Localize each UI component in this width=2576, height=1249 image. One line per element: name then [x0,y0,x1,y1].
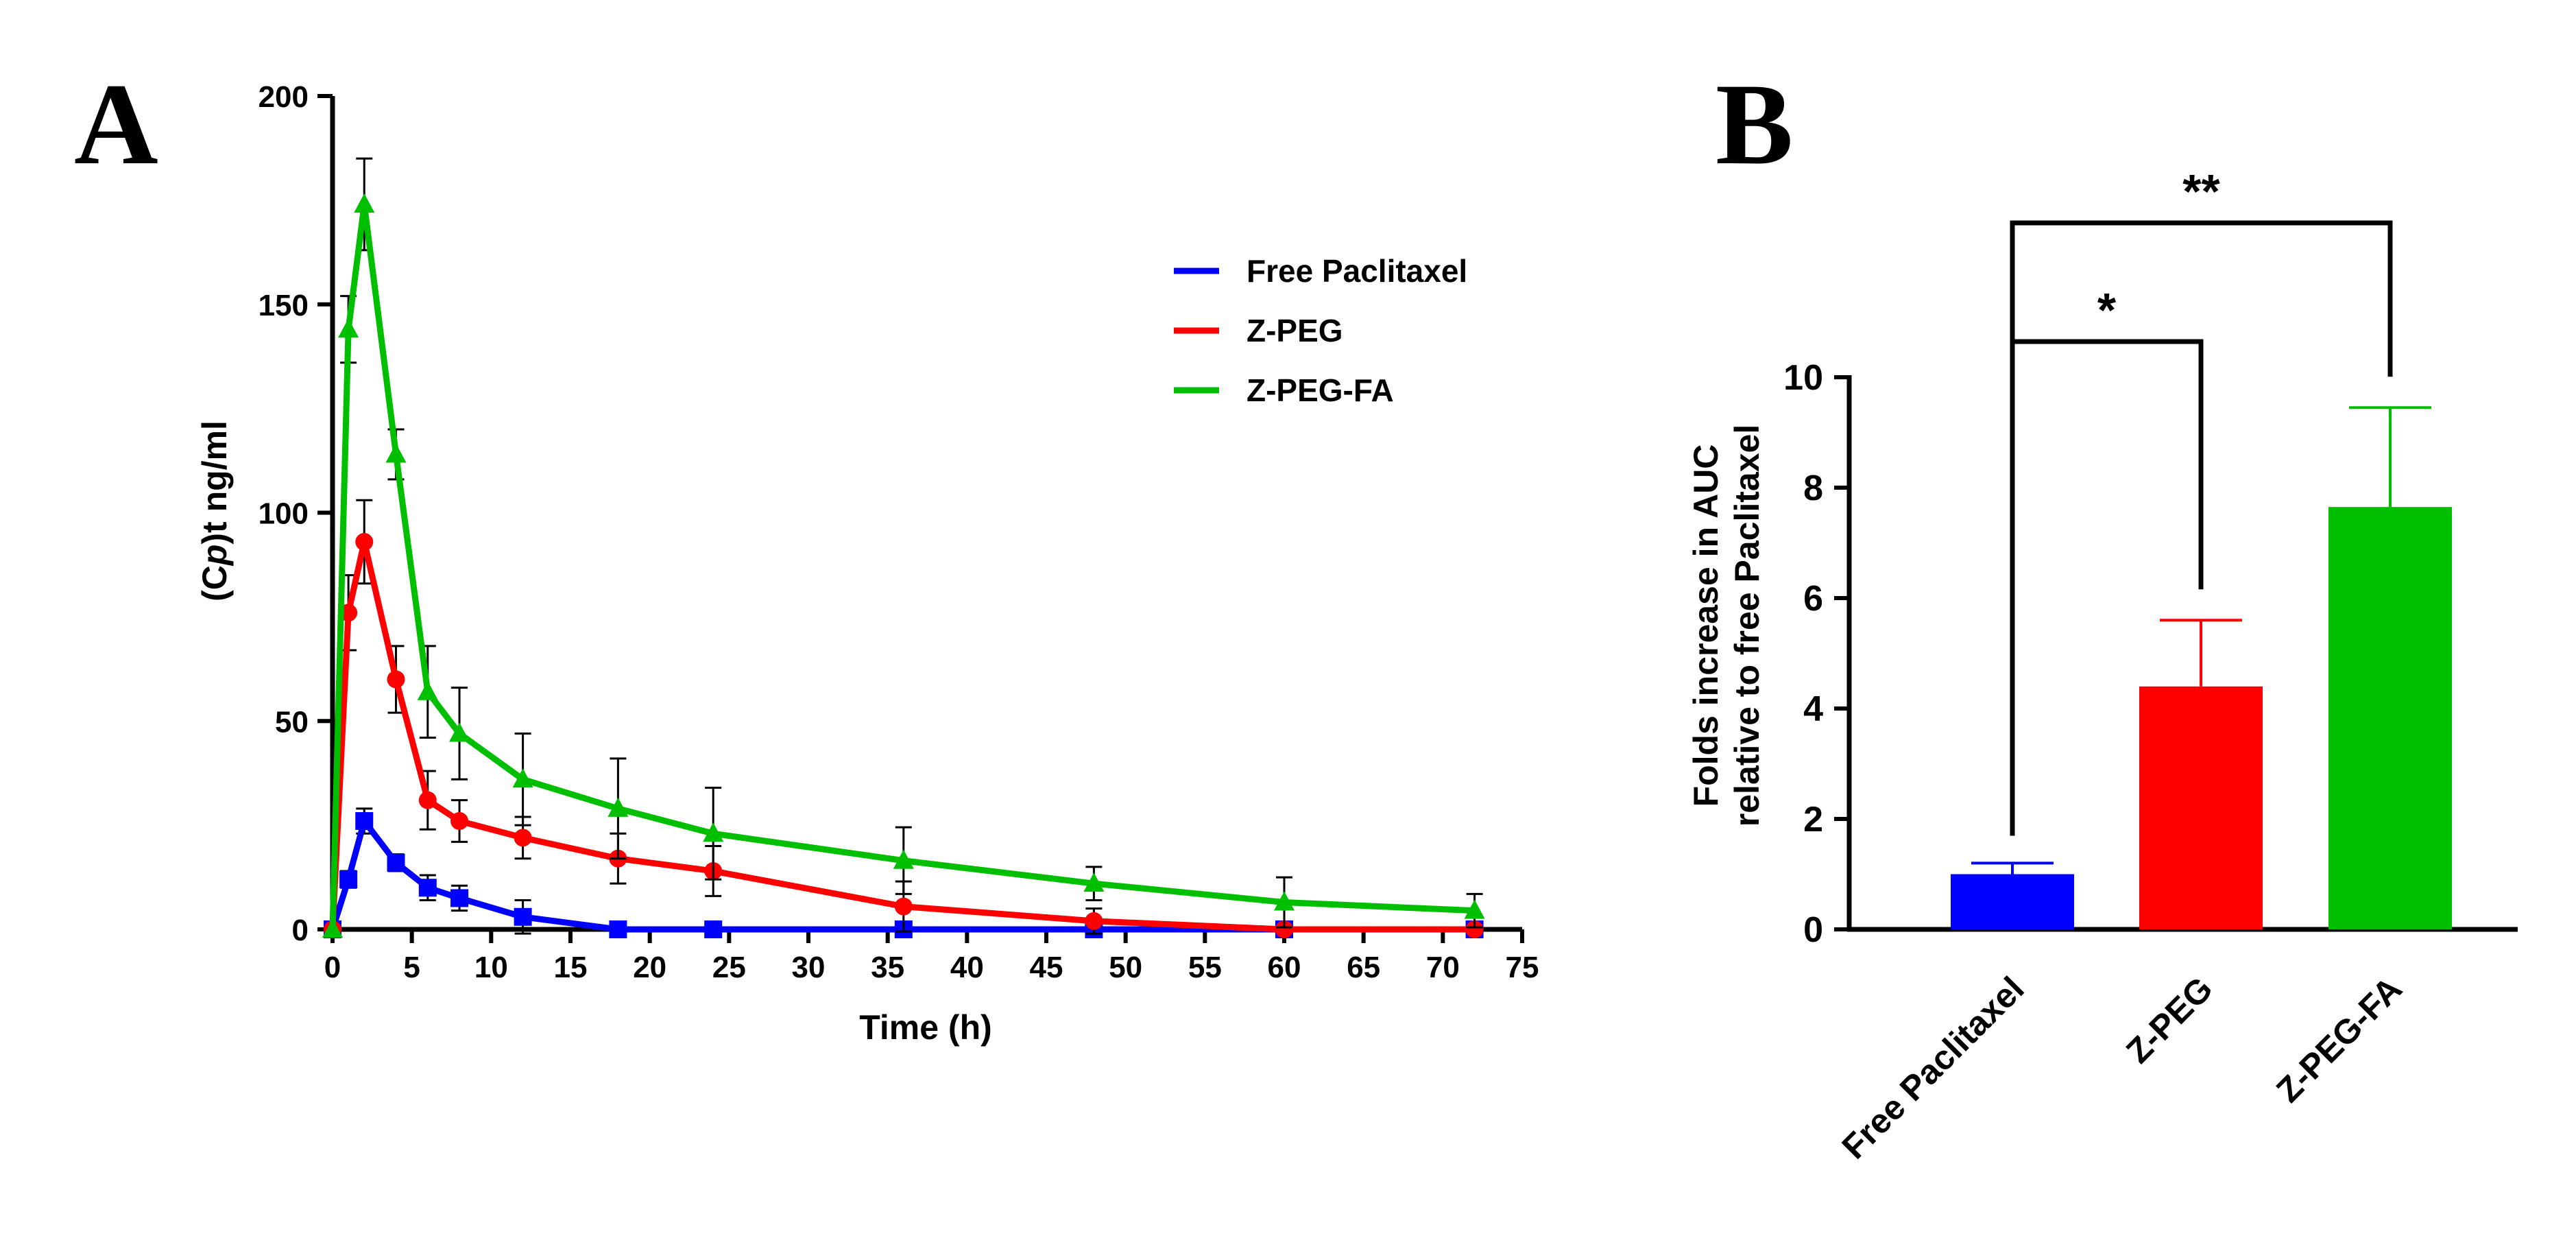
z-peg-fa-marker [385,443,407,463]
z-peg-marker [387,670,405,689]
series-z-peg-fa [322,157,1485,938]
free-paclitaxel-marker [609,920,627,938]
line-chart-ticks: 0 5 10 15 20 25 30 35 40 45 50 55 60 65 70 75 0 50 100 150 2… [258,80,1539,984]
x-tick-label: 35 [871,951,904,984]
bar-y-tick-label: 2 [1803,800,1823,840]
free-paclitaxel-marker [355,812,374,831]
bar-y-axis-title-line2: relative to free Paclitaxel [1728,425,1766,826]
panel-a-letter: A [74,60,158,189]
bar-chart-ticks: 0 2 4 6 8 10 [1783,358,1849,950]
line-chart-legend: Free Paclitaxel Z-PEG Z-PEG-FA [1174,253,1467,408]
z-peg-fa-marker [1464,899,1485,919]
y-axis-title-post: )t ng/ml [195,420,234,545]
bar-y-tick-label: 0 [1803,910,1823,950]
z-peg-fa-marker [338,318,359,338]
free-paclitaxel-marker [339,870,358,889]
z-peg-fa-marker [322,918,343,938]
x-tick-label: 65 [1347,951,1380,984]
x-tick-label: 0 [324,951,341,984]
y-tick-label: 100 [258,497,309,531]
bar-y-tick-label: 6 [1803,579,1823,619]
z-peg-marker [418,791,437,809]
z-peg-marker [514,829,532,847]
y-tick-label: 150 [258,289,309,322]
x-tick-label: 55 [1188,951,1222,984]
bar-free-paclitaxel [1951,874,2074,929]
x-tick-label: 75 [1506,951,1539,984]
z-peg-marker [355,533,374,551]
y-axis-title-italic: p [195,545,234,567]
bar-y-axis-title-line1: Folds increase in AUC [1687,444,1725,807]
x-tick-label: 70 [1426,951,1460,984]
bar-z-peg-fa [2328,507,2452,929]
z-peg-marker [1465,920,1484,938]
category-label-z-peg-fa: Z-PEG-FA [2269,969,2409,1110]
line-chart-panel-a: 0 5 10 15 20 25 30 35 40 45 50 55 60 65 70 75 0 50 100 150 2… [195,80,1539,1047]
bar-chart-bars [1951,406,2452,929]
bar-z-peg [2139,686,2263,929]
z-peg-marker [894,897,913,916]
x-tick-label: 60 [1268,951,1301,984]
legend-label-free-paclitaxel: Free Paclitaxel [1247,253,1467,289]
bar-y-tick-label: 10 [1783,358,1823,398]
x-tick-label: 50 [1109,951,1142,984]
x-tick-label: 45 [1030,951,1063,984]
bar-chart-category-labels: Free Paclitaxel Z-PEG Z-PEG-FA [1835,969,2409,1166]
free-paclitaxel-marker [450,889,469,907]
line-chart-axes [330,96,1522,932]
x-tick-label: 40 [950,951,984,984]
bar-y-tick-label: 8 [1803,468,1823,508]
x-tick-label: 15 [554,951,588,984]
z-peg-fa-marker [449,722,470,742]
free-paclitaxel-marker [387,853,405,872]
y-axis-title-pre: (C [195,565,234,602]
z-peg-fa-marker [703,822,724,842]
x-tick-label: 30 [792,951,826,984]
y-axis-title: (Cp)t ng/ml [195,420,234,602]
z-peg-fa-marker [607,797,629,817]
category-label-z-peg: Z-PEG [2119,969,2220,1071]
x-tick-label: 20 [633,951,666,984]
z-peg-fa-marker [417,680,438,700]
z-peg-fa-marker [1083,872,1105,892]
x-tick-label: 5 [403,951,420,984]
z-peg-marker [1085,912,1103,930]
y-tick-label: 0 [292,914,309,947]
significance-label: * [2097,283,2117,337]
x-tick-label: 25 [712,951,746,984]
z-peg-fa-marker [893,849,914,869]
z-peg-fa-marker [354,193,375,213]
free-paclitaxel-marker [704,920,723,938]
category-label-free-paclitaxel: Free Paclitaxel [1835,969,2032,1166]
line-chart-series [322,157,1485,938]
legend-label-z-peg: Z-PEG [1247,313,1343,348]
series-z-peg [324,499,1484,938]
y-tick-label: 200 [258,80,309,114]
significance-bracket [2010,220,2393,836]
x-tick-label: 10 [474,951,508,984]
free-paclitaxel-marker [514,907,532,926]
panel-b-letter: B [1716,60,1793,189]
x-axis-title: Time (h) [859,1008,992,1047]
y-tick-label: 50 [275,705,309,739]
free-paclitaxel-marker [418,879,437,897]
bar-chart-significance: *** [2010,165,2393,836]
z-peg-marker [1275,920,1293,938]
z-peg-fa-marker [1274,891,1295,911]
z-peg-marker [450,812,469,831]
bar-y-tick-label: 4 [1803,689,1823,729]
legend-label-z-peg-fa: Z-PEG-FA [1247,372,1394,408]
significance-label: ** [2182,165,2220,218]
z-peg-fa-marker [512,768,533,788]
